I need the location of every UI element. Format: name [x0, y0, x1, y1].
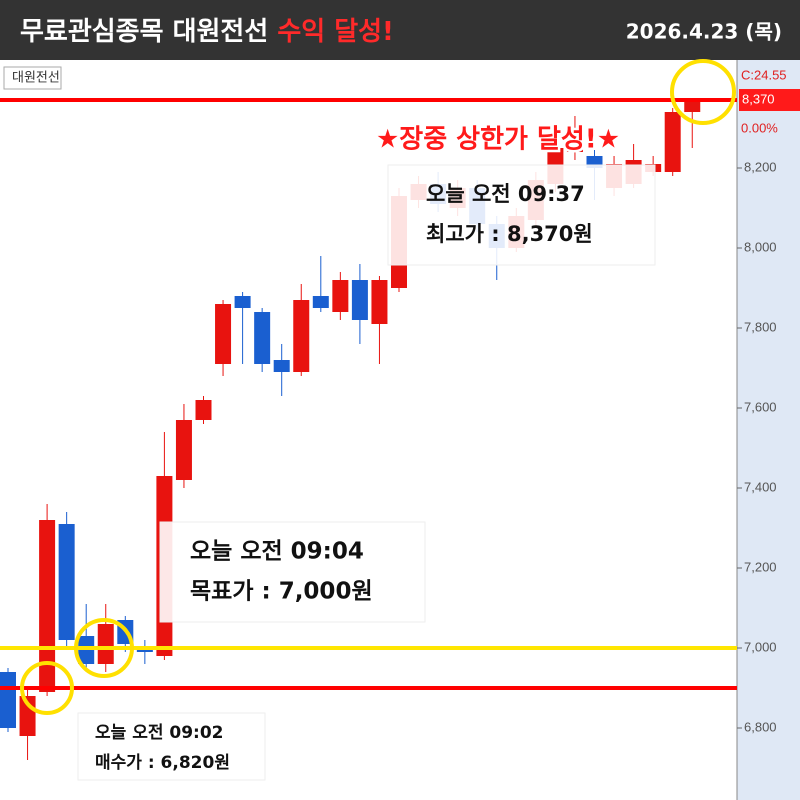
candle-body	[664, 112, 681, 172]
y-tick-label: 7,600	[744, 399, 777, 414]
note-text: 오늘 오전 09:37	[426, 182, 585, 206]
y-tick-label: 7,800	[744, 319, 777, 334]
title: 무료관심종목 대원전선	[20, 17, 268, 47]
candle-body	[254, 312, 271, 364]
change-label: 0.00%	[741, 120, 778, 135]
note-text: 최고가 : 8,370원	[426, 222, 593, 246]
candle-body	[175, 420, 192, 480]
header-bar	[0, 0, 800, 60]
header-title: 무료관심종목 대원전선 수익 달성!	[20, 17, 394, 47]
note-text: 목표가 : 7,000원	[190, 579, 373, 605]
y-tick-label: 7,200	[744, 559, 777, 574]
annotation: ★장중 상한가 달성!★	[376, 125, 620, 155]
notes: 오늘 오전 09:37 최고가 : 8,370원 오늘 오전 09:04 목표가…	[77, 164, 656, 781]
candle-body	[332, 280, 349, 312]
y-axis-panel	[737, 60, 800, 800]
candle-body	[351, 280, 368, 320]
candle-body	[58, 524, 75, 640]
y-tick-label: 8,000	[744, 239, 777, 254]
candle-body	[312, 296, 329, 308]
note-box	[159, 521, 426, 623]
c-label: C:24.55	[741, 67, 787, 82]
stock-label: 대원전선	[12, 71, 60, 86]
candle-body	[273, 360, 290, 372]
stock-label-box	[3, 66, 62, 90]
candle-body	[39, 520, 56, 692]
candle-body	[195, 400, 212, 420]
highlight-circle	[670, 59, 736, 125]
candle-body	[0, 672, 16, 728]
candle-body	[684, 100, 701, 112]
y-tick-label: 8,200	[744, 159, 777, 174]
note-box	[387, 164, 656, 266]
highlight-circle	[74, 618, 134, 678]
note-box	[77, 712, 266, 781]
price-marker	[739, 89, 800, 111]
note-text: 오늘 오전 09:04	[190, 539, 364, 565]
y-tick-label: 6,800	[744, 719, 777, 734]
note-text: 매수가 : 6,820원	[95, 753, 230, 773]
header-date: 2026.4.23 (목)	[626, 20, 782, 44]
y-tick-label: 7,400	[744, 479, 777, 494]
candle-body	[215, 304, 232, 364]
candle-body	[566, 128, 583, 152]
price-marker-label: 8,370	[742, 91, 775, 106]
note-text: 오늘 오전 09:02	[95, 723, 224, 743]
title-highlight: 수익 달성!	[277, 17, 394, 47]
candle-body	[234, 296, 251, 308]
candle-body	[97, 624, 114, 664]
y-tick-label: 7,000	[744, 639, 777, 654]
candle-body	[293, 300, 310, 372]
candle-body	[371, 280, 388, 324]
highlight-circle	[20, 661, 74, 715]
